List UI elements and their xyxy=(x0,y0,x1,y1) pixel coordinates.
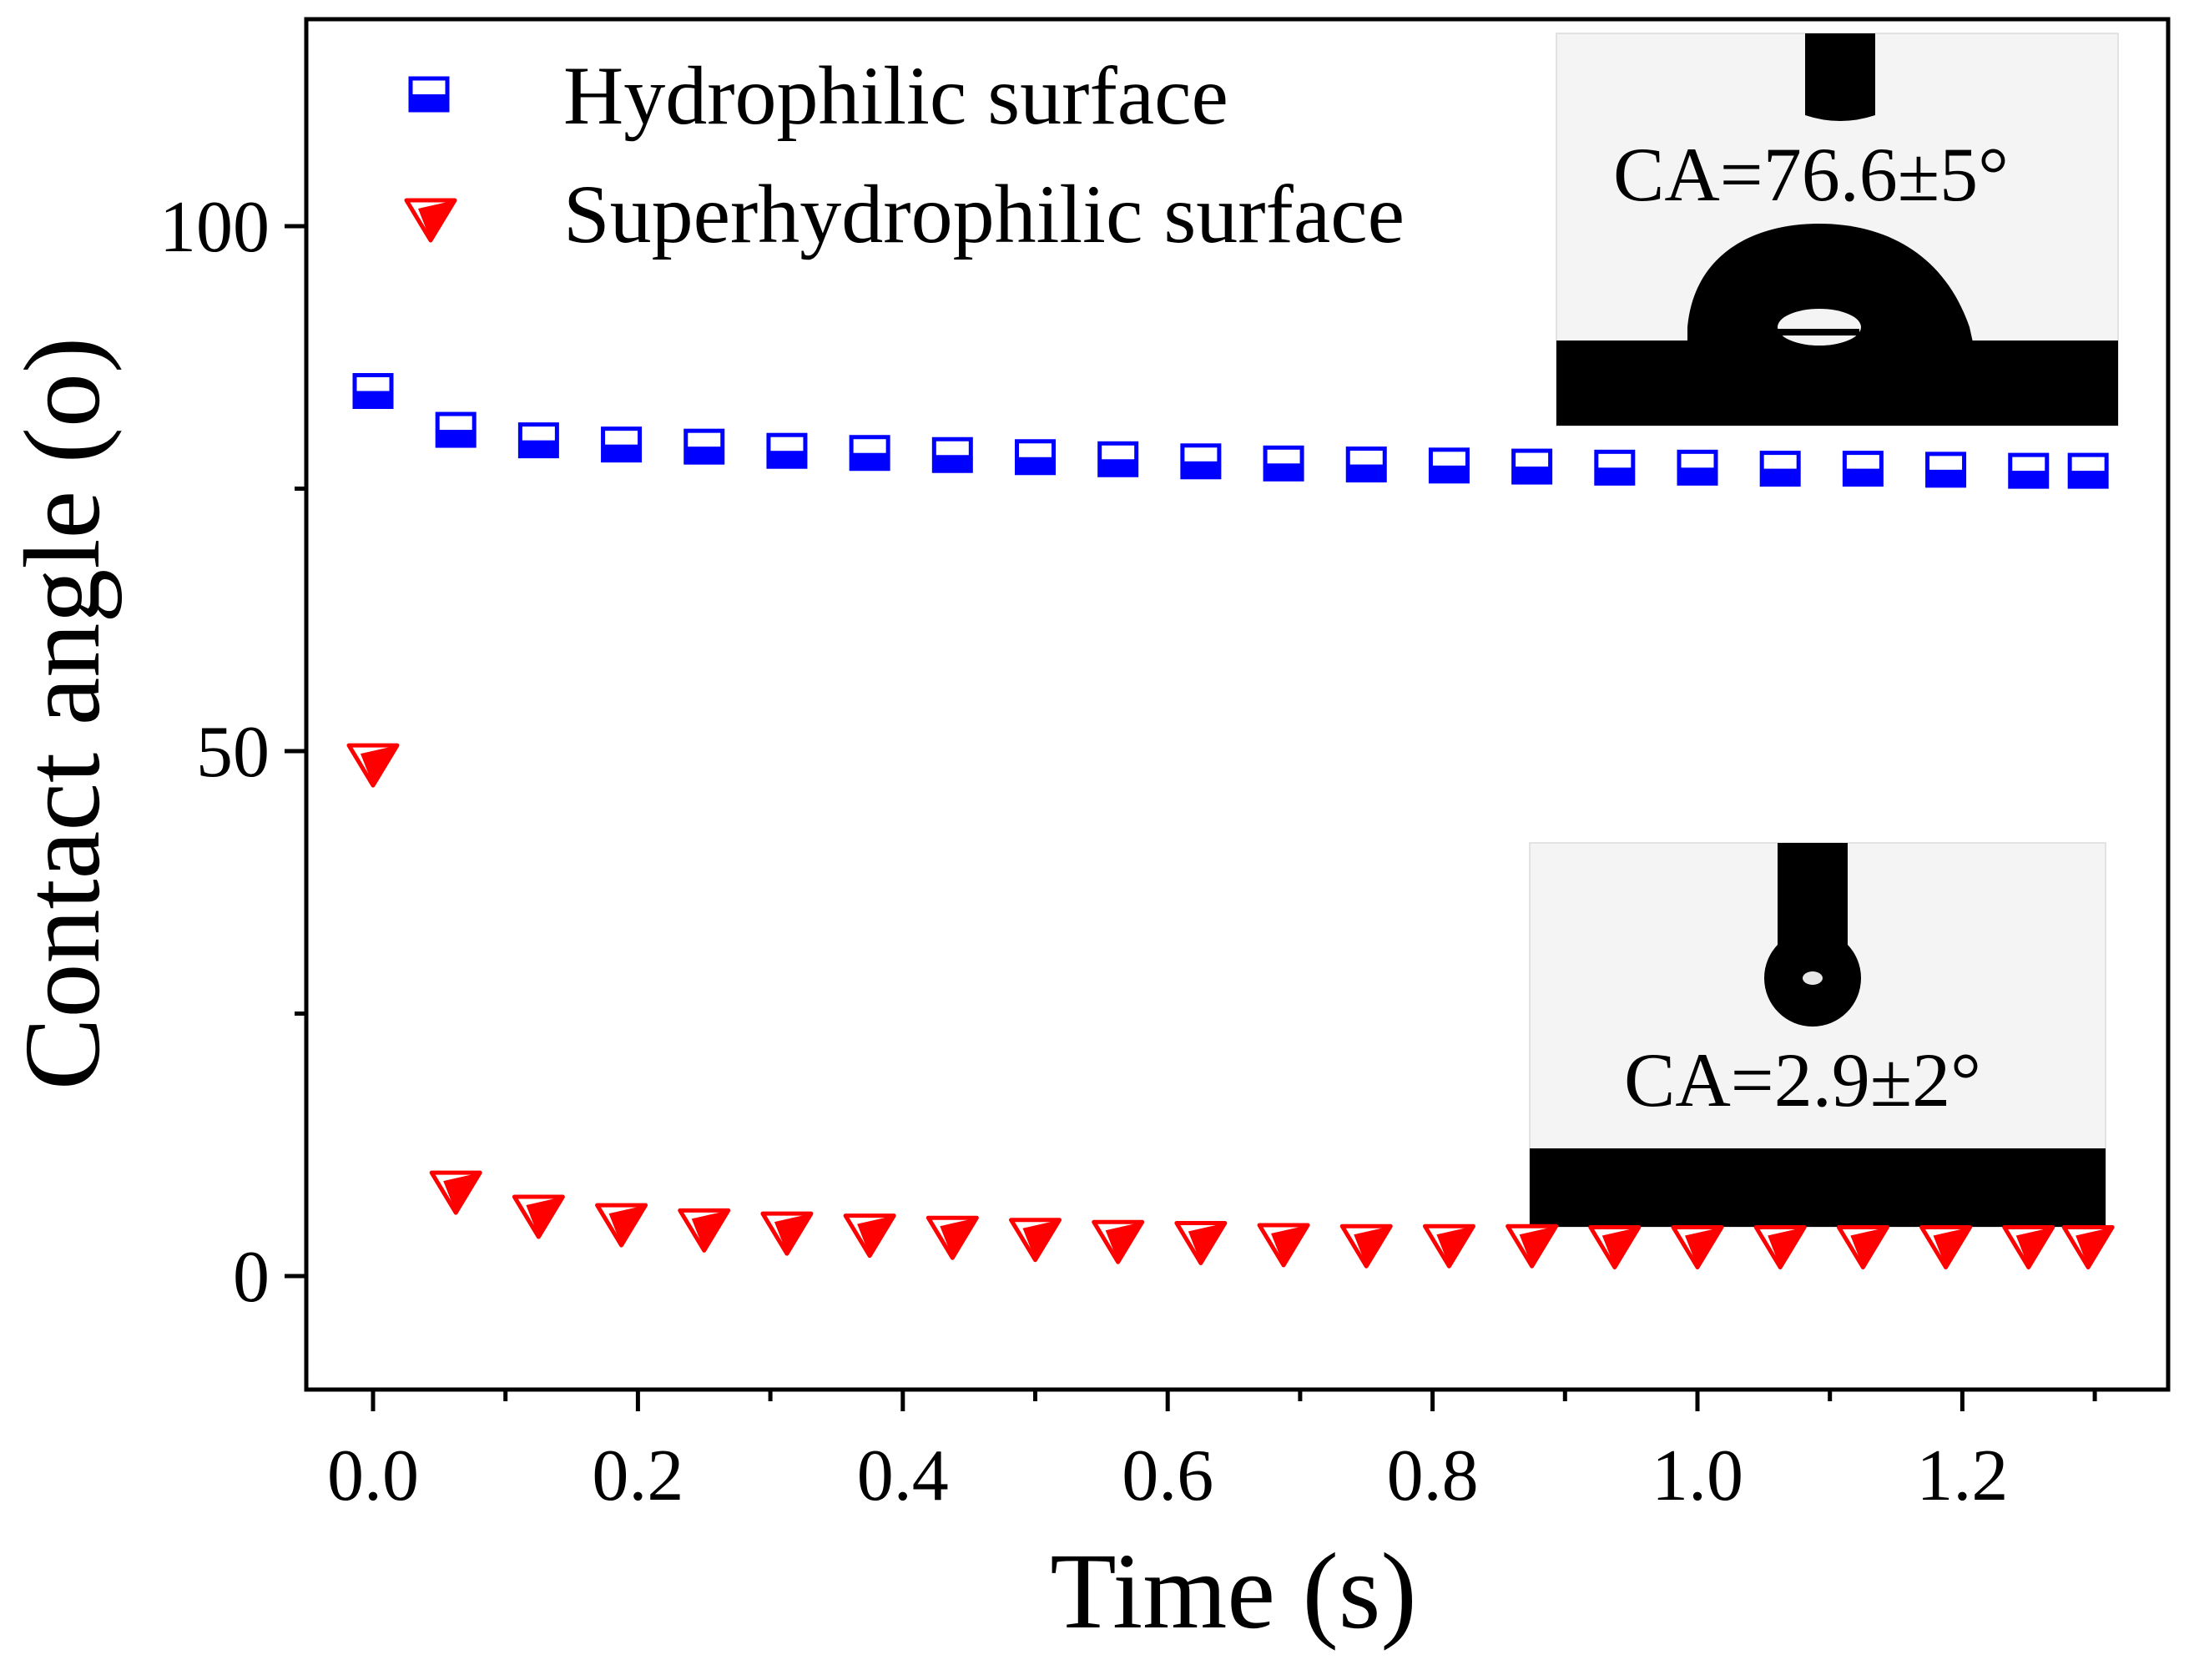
y-tick-label: 100 xyxy=(159,187,270,268)
superhydrophilic-data-point xyxy=(1506,1223,1559,1269)
hydrophilic-data-point xyxy=(2008,452,2050,489)
hydrophilic-data-point xyxy=(435,411,477,448)
superhydrophilic-data-point xyxy=(2002,1225,2055,1270)
x-tick-label: 0.4 xyxy=(857,1435,949,1516)
superhydrophilic-data-point xyxy=(1671,1225,1724,1270)
x-tick-label: 0.8 xyxy=(1387,1435,1479,1516)
hydrophilic-data-point xyxy=(1925,452,1967,488)
substrate-shape xyxy=(1556,341,2118,426)
x-axis-ticks: 0.0 0.2 0.4 0.6 0.8 1.0 1.2 xyxy=(327,1390,2097,1516)
hydrophilic-data-point xyxy=(1263,445,1304,482)
superhydrophilic-data-point xyxy=(1753,1225,1807,1270)
legend-label-superhydrophilic: Superhydrophilic surface xyxy=(563,168,1405,260)
superhydrophilic-data-point xyxy=(1257,1223,1310,1268)
droplet-shape xyxy=(1687,224,1973,342)
superhydrophilic-data-point xyxy=(1009,1218,1062,1263)
superhydrophilic-data-point xyxy=(1174,1220,1228,1265)
superhydrophilic-data-point xyxy=(1588,1225,1642,1270)
superhydrophilic-data-point xyxy=(346,743,400,788)
superhydrophilic-data-point xyxy=(760,1211,814,1256)
superhydrophilic-data-point xyxy=(1339,1223,1393,1269)
x-tick-label: 0.2 xyxy=(592,1435,683,1516)
superhydrophilic-data-point xyxy=(1836,1225,1889,1270)
hydrophilic-data-point xyxy=(1345,446,1387,483)
hydrophilic-data-point xyxy=(683,428,725,465)
plot-frame xyxy=(304,17,2171,1392)
hydrophilic-data-point xyxy=(931,436,973,473)
hydrophilic-ca-annotation: CA=76.6±5° xyxy=(1613,132,2009,217)
hydrophilic-data-point xyxy=(1677,449,1718,486)
superhydrophilic-data-point xyxy=(1092,1219,1145,1264)
x-tick-label: 0.6 xyxy=(1122,1435,1213,1516)
superhydrophilic-data-point xyxy=(926,1215,979,1260)
hydrophilic-data-point xyxy=(1180,443,1222,480)
legend-marker-superhydrophilic xyxy=(404,198,457,243)
hydrophilic-data-point xyxy=(1594,449,1636,486)
superhydrophilic-data-point xyxy=(1422,1223,1475,1269)
substrate-shape xyxy=(1530,1148,2106,1227)
hydrophilic-droplet-photo: CA=76.6±5° xyxy=(1556,33,2119,426)
hydrophilic-data-point xyxy=(517,422,559,459)
y-tick-label: 0 xyxy=(233,1237,270,1318)
y-axis-label: Contact angle (o) xyxy=(3,337,123,1090)
superhydrophilic-data-point xyxy=(429,1170,482,1215)
hydrophilic-data-point xyxy=(1842,451,1884,487)
hydrophilic-data-point xyxy=(601,426,643,463)
x-tick-label: 1.2 xyxy=(1916,1435,2008,1516)
superhydrophilic-data-point xyxy=(1919,1225,1973,1270)
superhydrophilic-data-point xyxy=(512,1194,565,1239)
superhydrophilic-data-point xyxy=(843,1213,896,1259)
x-tick-label: 0.0 xyxy=(327,1435,419,1516)
hydrophilic-data-point xyxy=(352,373,394,410)
data-series-layer xyxy=(346,373,2115,1270)
superhydrophilic-data-point xyxy=(678,1208,731,1253)
superhydrophilic-data-point xyxy=(595,1203,648,1248)
needle-shape xyxy=(1805,33,1875,121)
legend-marker-hydrophilic xyxy=(408,76,450,113)
x-tick-label: 1.0 xyxy=(1652,1435,1743,1516)
hydrophilic-data-point xyxy=(1015,439,1056,476)
hydrophilic-data-point xyxy=(1428,447,1470,484)
series-hydrophilic xyxy=(352,373,2109,489)
y-axis-ticks: 0 50 100 xyxy=(159,187,306,1318)
hydrophilic-data-point xyxy=(2067,452,2109,489)
legend-label-hydrophilic: Hydrophilic surface xyxy=(563,49,1228,142)
y-tick-label: 50 xyxy=(196,712,270,793)
hydrophilic-data-point xyxy=(766,432,808,469)
legend: Hydrophilic surface Superhydrophilic sur… xyxy=(404,49,1405,260)
hydrophilic-data-point xyxy=(1511,448,1553,485)
superhydrophilic-data-point xyxy=(2061,1225,2115,1270)
superhydrophilic-ca-annotation: CA=2.9±2° xyxy=(1624,1037,1981,1123)
hydrophilic-data-point xyxy=(1759,451,1801,487)
hydrophilic-data-point xyxy=(1097,441,1139,477)
superhydrophilic-droplet-photo: CA=2.9±2° xyxy=(1529,842,2106,1228)
series-superhydrophilic xyxy=(346,743,2115,1270)
x-axis-label: Time (s) xyxy=(1050,1531,1416,1652)
hydrophilic-data-point xyxy=(849,435,890,472)
